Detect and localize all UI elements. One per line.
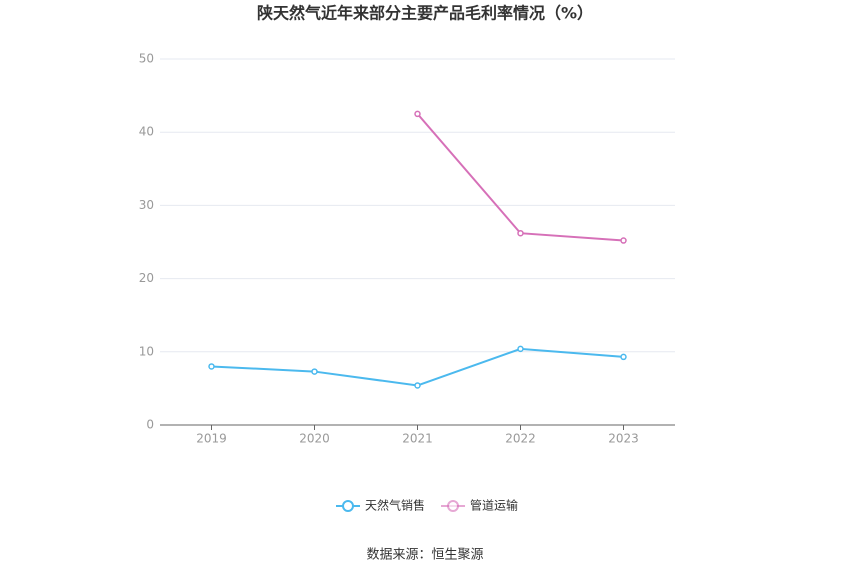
series-line — [416, 113, 624, 242]
x-tick-label: 2021 — [402, 432, 433, 446]
y-tick-label: 40 — [139, 125, 154, 139]
chart-title: 陕天然气近年来部分主要产品毛利率情况（%） — [257, 4, 593, 23]
x-tick-label: 2019 — [196, 432, 227, 446]
y-tick-label: 20 — [139, 271, 154, 285]
series-line — [211, 347, 624, 387]
y-tick-label: 0 — [146, 418, 154, 432]
data-point — [517, 345, 524, 353]
source-note: 数据来源：恒生聚源 — [366, 548, 483, 563]
data-point — [517, 229, 524, 237]
data-point — [311, 368, 318, 375]
data-point — [620, 353, 627, 361]
x-tick-label: 2020 — [299, 432, 330, 446]
legend-marker — [342, 500, 354, 512]
data-point — [414, 382, 421, 389]
x-tick-label: 2023 — [608, 432, 639, 446]
legend-marker — [447, 500, 460, 512]
data-point — [208, 363, 215, 370]
y-tick-label: 50 — [139, 52, 154, 66]
data-point — [620, 237, 627, 244]
x-tick-label: 2022 — [505, 432, 536, 446]
legend-label[interactable]: 天然气销售 — [365, 498, 425, 513]
data-point — [414, 110, 421, 118]
y-tick-label: 30 — [139, 198, 154, 212]
y-tick-label: 10 — [139, 344, 154, 358]
legend-label[interactable]: 管道运输 — [470, 498, 518, 513]
